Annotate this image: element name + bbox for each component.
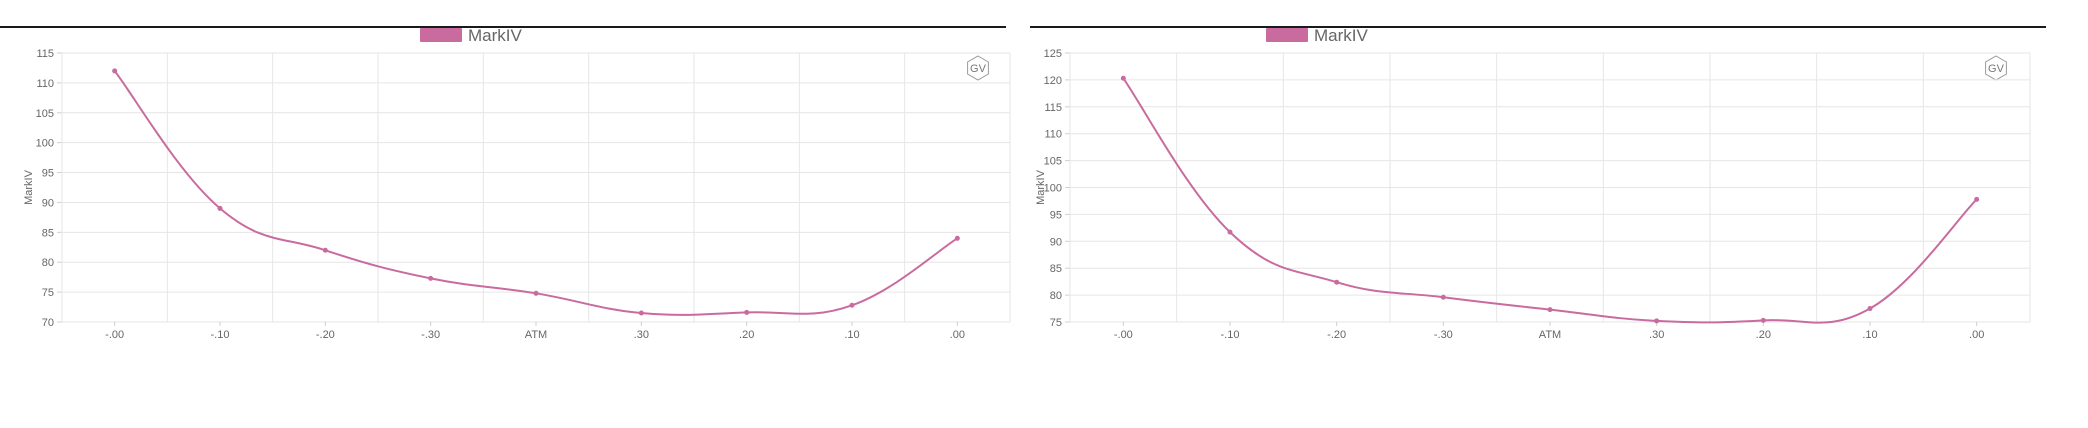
gv-hexagon-icon: GV bbox=[1985, 55, 2007, 81]
x-tick-label: -.30 bbox=[1434, 329, 1453, 341]
legend: MarkIV bbox=[420, 26, 523, 45]
data-point bbox=[428, 275, 434, 281]
y-tick-label: 80 bbox=[42, 257, 54, 269]
data-point bbox=[1334, 279, 1340, 285]
y-axis-label: MarkIV bbox=[23, 169, 35, 205]
panel-divider bbox=[1030, 26, 2046, 28]
data-point bbox=[954, 235, 960, 241]
y-tick-label: 95 bbox=[1050, 209, 1062, 221]
data-point bbox=[112, 68, 118, 74]
y-tick-label: 70 bbox=[42, 317, 54, 329]
series-line bbox=[1122, 77, 1978, 324]
y-tick-label: 125 bbox=[1044, 48, 1062, 60]
gv-label: GV bbox=[1988, 63, 2005, 75]
x-tick-label: -.10 bbox=[1221, 329, 1240, 341]
data-point bbox=[638, 310, 644, 316]
x-tick-label: ATM bbox=[1539, 329, 1561, 341]
y-tick-label: 105 bbox=[1044, 156, 1062, 168]
y-tick-label: 90 bbox=[42, 197, 54, 209]
chart-panel-2: MarkIV GV 75 80 85 90 95 100 105 110 115 120 125 -.00… bbox=[1030, 0, 2072, 428]
x-tick-label: ATM bbox=[525, 329, 547, 341]
chart-panel-3 bbox=[2072, 0, 2088, 428]
x-tick-label: -.00 bbox=[105, 329, 124, 341]
legend-swatch bbox=[1266, 28, 1308, 42]
y-tick-label: 80 bbox=[1050, 290, 1062, 302]
legend-label: MarkIV bbox=[1314, 26, 1369, 45]
y-tick-label: 105 bbox=[36, 108, 54, 120]
x-tick-label: .30 bbox=[634, 329, 649, 341]
panel-divider bbox=[0, 26, 1006, 28]
y-tick-label: 95 bbox=[42, 168, 54, 180]
gv-label: GV bbox=[970, 63, 987, 75]
y-tick-label: 75 bbox=[42, 287, 54, 299]
data-point bbox=[1867, 306, 1873, 312]
data-point bbox=[1654, 318, 1660, 324]
legend-label: MarkIV bbox=[468, 26, 523, 45]
gv-hexagon-icon: GV bbox=[967, 55, 989, 81]
line-chart-1: MarkIV GV 70 75 80 85 90 95 100 105 110 115 -.00 -.10… bbox=[23, 26, 1011, 341]
chart-panel-1: MarkIV GV 70 75 80 85 90 95 100 105 110 115 -.00 -.10… bbox=[0, 0, 1030, 428]
x-tick-label: -.00 bbox=[1114, 329, 1133, 341]
x-tick-label: -.20 bbox=[316, 329, 335, 341]
data-point bbox=[849, 302, 855, 308]
y-tick-label: 110 bbox=[36, 78, 54, 90]
line-chart-2: MarkIV GV 75 80 85 90 95 100 105 110 115 120 125 -.00… bbox=[1035, 26, 2031, 341]
legend: MarkIV bbox=[1266, 26, 1369, 45]
gv-hexagon bbox=[967, 55, 989, 81]
y-tick-label: 115 bbox=[1044, 102, 1062, 114]
x-tick-label: .30 bbox=[1649, 329, 1664, 341]
y-tick-label: 100 bbox=[1044, 183, 1062, 195]
y-tick-label: 115 bbox=[36, 48, 54, 60]
x-tick-label: .10 bbox=[844, 329, 859, 341]
x-tick-label: -.10 bbox=[211, 329, 230, 341]
y-tick-label: 100 bbox=[36, 138, 54, 150]
y-axis-label: MarkIV bbox=[1035, 169, 1047, 205]
data-point bbox=[1974, 196, 1980, 202]
data-point bbox=[217, 205, 223, 211]
y-tick-label: 75 bbox=[1050, 317, 1062, 329]
x-tick-label: .00 bbox=[1969, 329, 1984, 341]
y-tick-label: 120 bbox=[1044, 75, 1062, 87]
y-tick-label: 90 bbox=[1050, 236, 1062, 248]
data-point bbox=[1227, 229, 1233, 235]
x-tick-label: -.30 bbox=[421, 329, 440, 341]
x-tick-label: .20 bbox=[739, 329, 754, 341]
data-point bbox=[1760, 317, 1766, 323]
x-tick-label: .10 bbox=[1862, 329, 1877, 341]
y-tick-label: 85 bbox=[42, 227, 54, 239]
data-point bbox=[533, 290, 539, 296]
data-point bbox=[1120, 75, 1126, 81]
data-point bbox=[1547, 307, 1553, 313]
data-point bbox=[1440, 294, 1446, 300]
x-tick-label: .00 bbox=[950, 329, 965, 341]
x-tick-label: -.20 bbox=[1327, 329, 1346, 341]
y-tick-label: 110 bbox=[1044, 129, 1062, 141]
x-tick-label: .20 bbox=[1756, 329, 1771, 341]
series-line bbox=[113, 70, 958, 316]
data-point bbox=[322, 247, 328, 253]
data-point bbox=[744, 309, 750, 315]
y-tick-label: 85 bbox=[1050, 263, 1062, 275]
legend-swatch bbox=[420, 28, 462, 42]
